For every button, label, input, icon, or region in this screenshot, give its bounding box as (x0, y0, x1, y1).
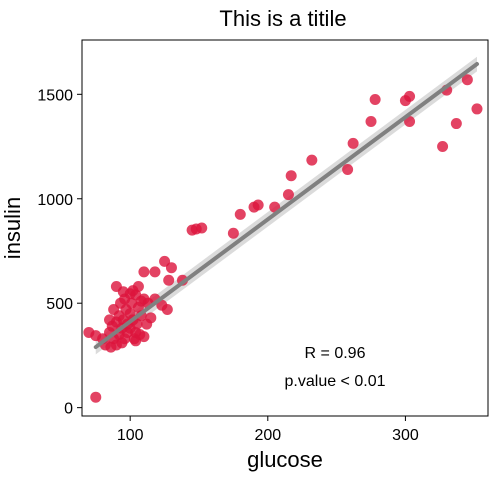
data-point (131, 318, 143, 330)
data-point (285, 170, 297, 182)
data-point (227, 227, 239, 239)
data-point (306, 154, 318, 166)
x-axis-title: glucose (247, 447, 323, 472)
data-point (404, 115, 416, 127)
data-point (119, 293, 131, 305)
data-point (145, 312, 157, 324)
annotation-p-value: p.value < 0.01 (285, 373, 386, 390)
y-axis-title: insulin (0, 197, 25, 259)
y-axis: 0 500 1000 1500 (37, 87, 82, 418)
data-point (116, 337, 128, 349)
y-tick-label: 500 (46, 296, 73, 313)
data-point (130, 335, 142, 347)
data-point (369, 94, 381, 106)
data-point (105, 341, 117, 353)
data-point (138, 331, 150, 343)
data-point (347, 137, 359, 149)
data-point (104, 314, 116, 326)
y-tick-label: 0 (64, 401, 73, 418)
data-point (365, 115, 377, 127)
data-points (83, 74, 483, 403)
data-point (165, 262, 177, 274)
data-point (149, 266, 161, 278)
plot-panel-border (81, 39, 489, 417)
data-point (132, 280, 144, 292)
x-axis: 100 200 300 (117, 416, 419, 444)
data-point (161, 303, 173, 315)
data-point (437, 141, 449, 153)
chart-title: This is a titile (219, 6, 346, 31)
y-tick-label: 1500 (37, 87, 73, 104)
data-point (471, 103, 483, 115)
data-point (163, 274, 175, 286)
data-point (252, 199, 264, 211)
y-tick-label: 1000 (37, 192, 73, 209)
data-point (450, 118, 462, 130)
data-point (196, 222, 208, 234)
x-tick-label: 100 (117, 427, 144, 444)
trend-line (93, 62, 479, 350)
x-tick-label: 200 (254, 427, 281, 444)
data-point (342, 164, 354, 176)
x-tick-label: 300 (392, 427, 419, 444)
data-point (461, 74, 473, 86)
data-point (90, 391, 102, 403)
data-point (404, 90, 416, 102)
data-point (234, 208, 246, 220)
data-point (138, 266, 150, 278)
annotation-r-value: R = 0.96 (305, 345, 366, 362)
regression-line (93, 62, 479, 350)
data-point (282, 189, 294, 201)
